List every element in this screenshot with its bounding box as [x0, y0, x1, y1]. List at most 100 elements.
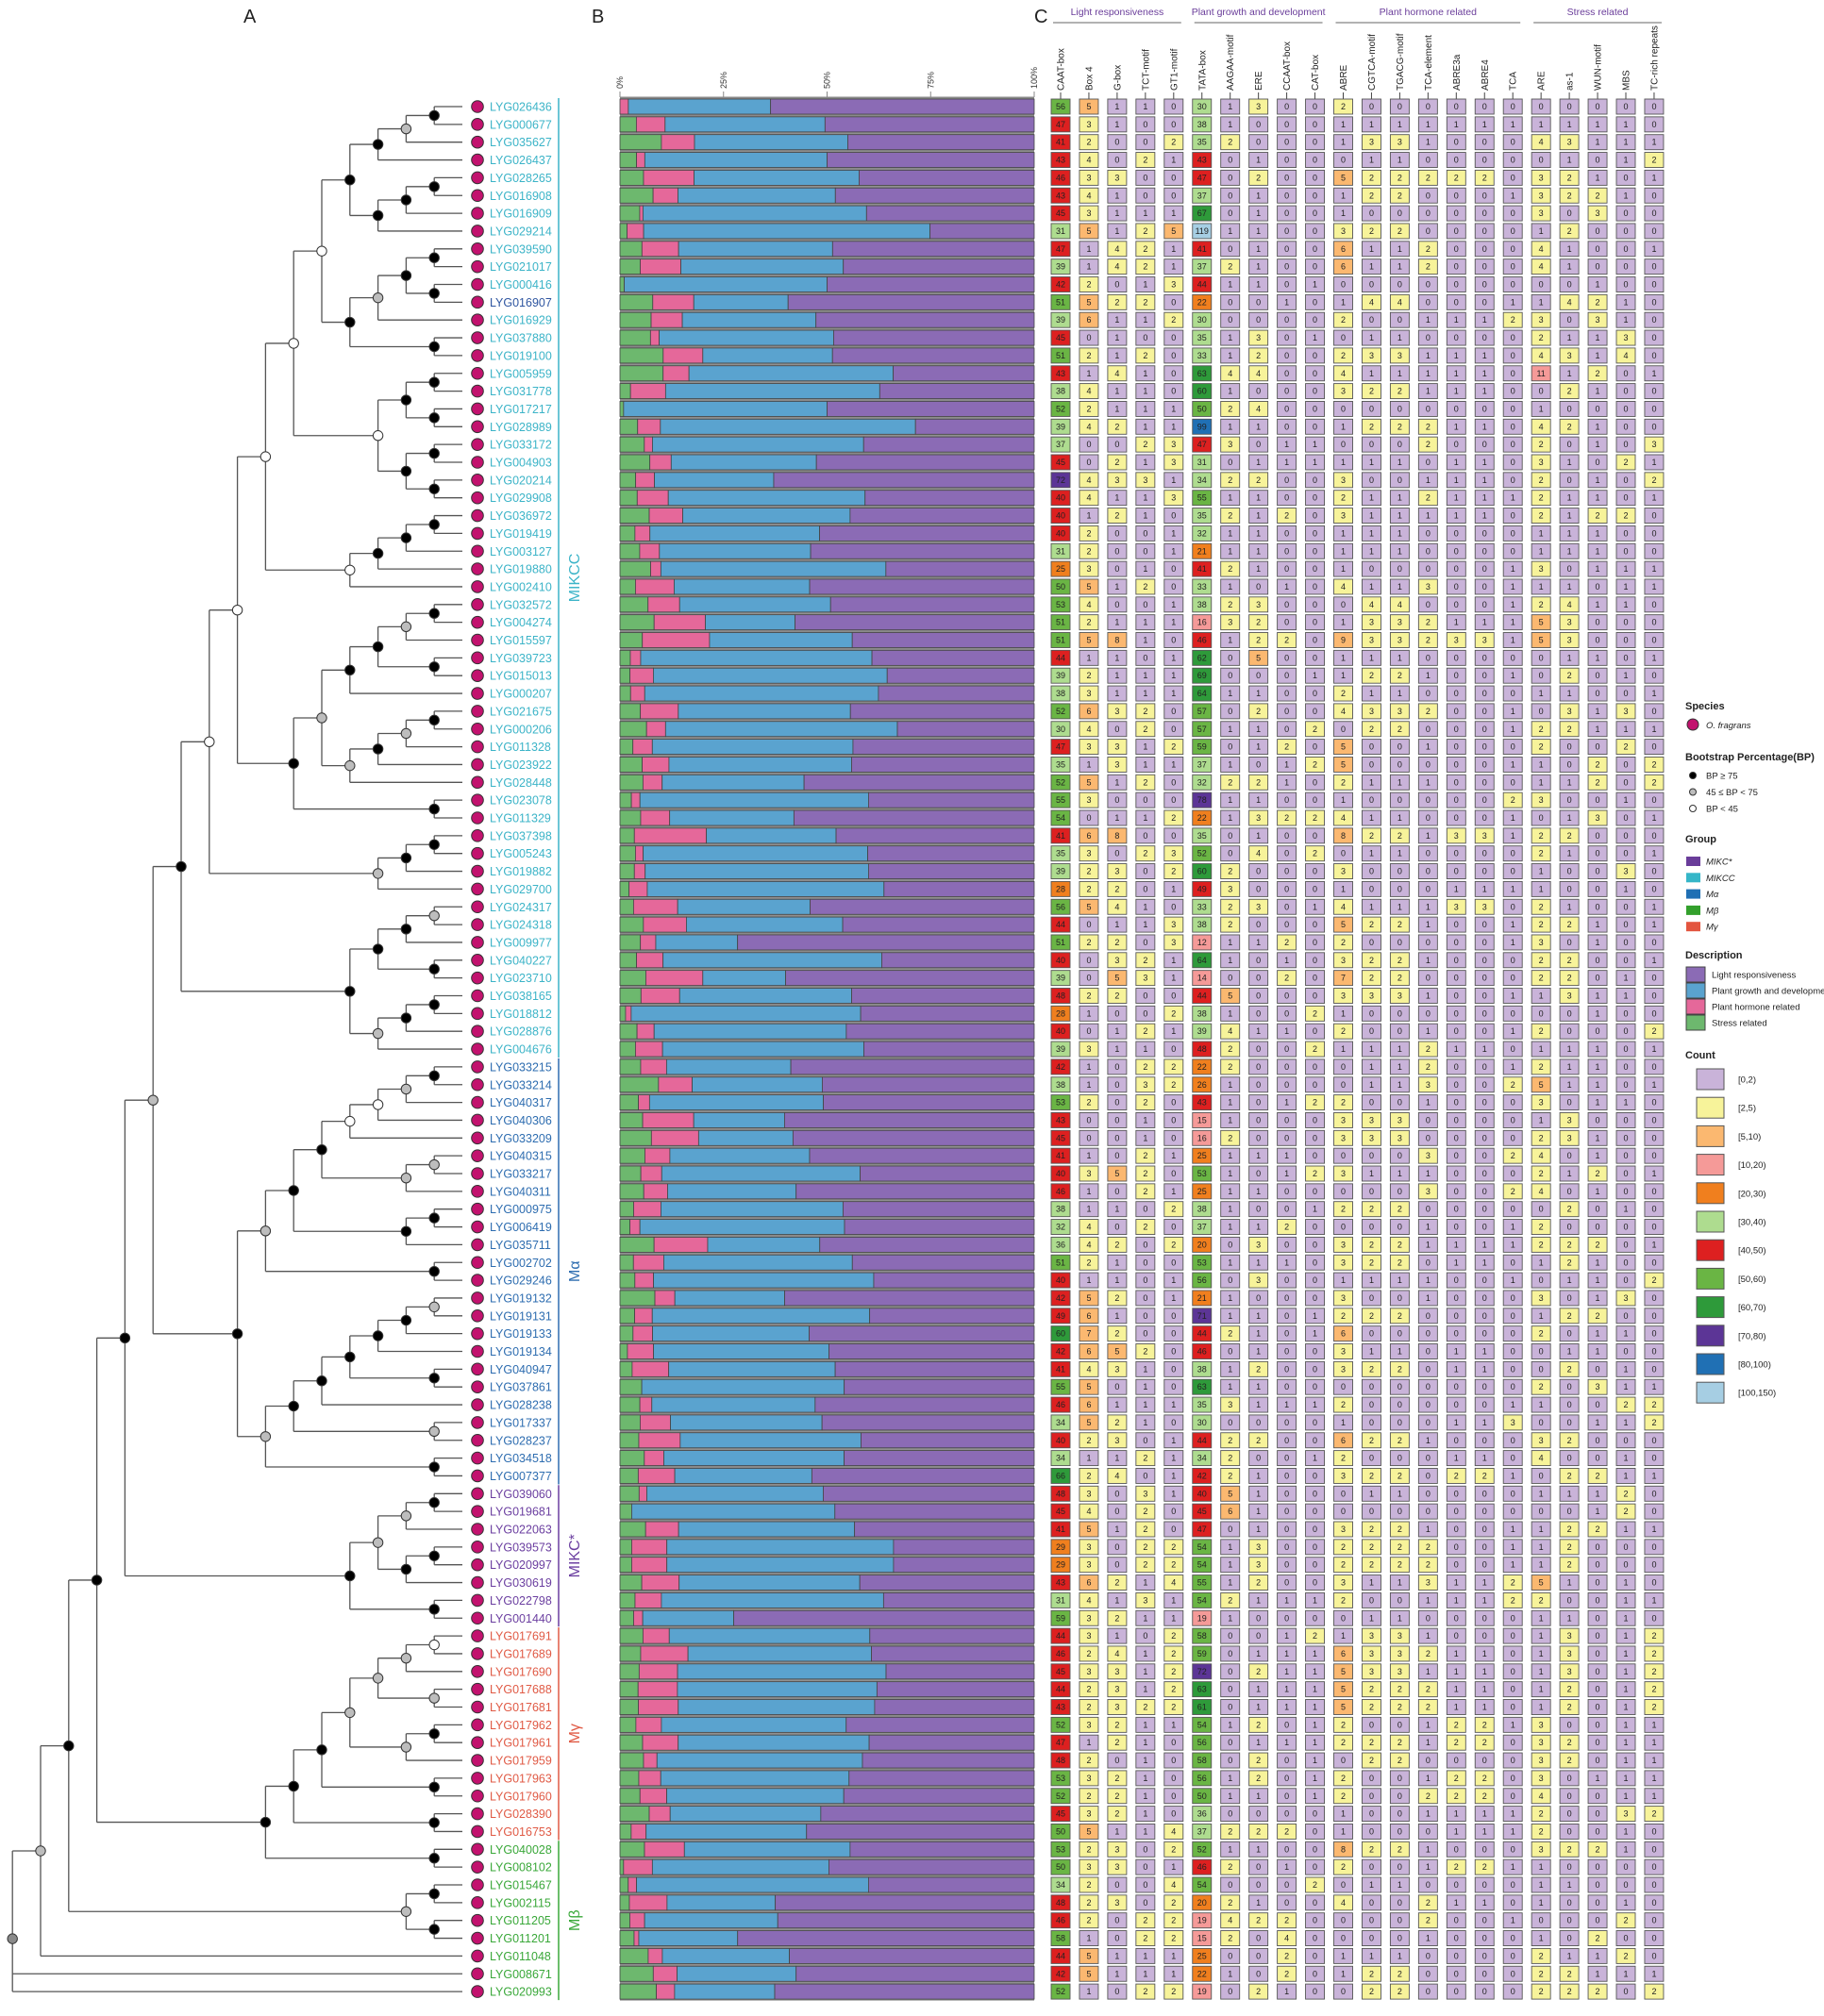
gene-label[interactable]: LYG040947: [490, 1363, 552, 1376]
gene-label[interactable]: LYG032572: [490, 598, 552, 611]
gene-label[interactable]: LYG029700: [490, 883, 552, 896]
gene-label[interactable]: LYG039060: [490, 1488, 552, 1501]
gene-label[interactable]: LYG017959: [490, 1755, 552, 1768]
gene-label[interactable]: LYG018812: [490, 1008, 552, 1021]
gene-label[interactable]: LYG020993: [490, 1986, 552, 1999]
gene-label[interactable]: LYG002115: [490, 1896, 551, 1909]
gene-label[interactable]: LYG028876: [490, 1025, 552, 1039]
gene-label[interactable]: LYG017337: [490, 1416, 552, 1429]
gene-label[interactable]: LYG011328: [490, 741, 551, 754]
gene-label[interactable]: LYG000207: [490, 688, 552, 701]
gene-label[interactable]: LYG023922: [490, 758, 552, 772]
gene-label[interactable]: LYG040315: [490, 1150, 552, 1163]
gene-label[interactable]: LYG037880: [490, 332, 552, 345]
gene-label[interactable]: LYG028238: [490, 1399, 552, 1412]
gene-label[interactable]: LYG004274: [490, 616, 552, 629]
gene-label[interactable]: LYG040227: [490, 954, 552, 967]
gene-label[interactable]: LYG037398: [490, 829, 552, 842]
gene-label[interactable]: LYG033214: [490, 1078, 552, 1091]
gene-label[interactable]: LYG003127: [490, 545, 552, 558]
gene-label[interactable]: LYG019100: [490, 349, 552, 362]
gene-label[interactable]: LYG039590: [490, 242, 552, 256]
gene-label[interactable]: LYG035711: [490, 1239, 551, 1252]
gene-label[interactable]: LYG011201: [490, 1932, 551, 1945]
gene-label[interactable]: LYG019134: [490, 1345, 552, 1358]
gene-label[interactable]: LYG011048: [490, 1950, 551, 1963]
gene-label[interactable]: LYG015013: [490, 670, 552, 683]
gene-label[interactable]: LYG008671: [490, 1968, 552, 1981]
gene-label[interactable]: LYG026437: [490, 154, 552, 167]
gene-label[interactable]: LYG033215: [490, 1060, 552, 1074]
gene-label[interactable]: LYG035627: [490, 136, 552, 149]
gene-label[interactable]: LYG020997: [490, 1558, 552, 1572]
gene-label[interactable]: LYG036972: [490, 509, 552, 523]
gene-label[interactable]: LYG028390: [490, 1808, 552, 1821]
gene-label[interactable]: LYG019880: [490, 563, 552, 576]
gene-label[interactable]: LYG029214: [490, 225, 552, 238]
gene-label[interactable]: LYG040306: [490, 1114, 552, 1127]
gene-label[interactable]: LYG021017: [490, 260, 552, 274]
gene-label[interactable]: LYG023710: [490, 972, 552, 985]
gene-label[interactable]: LYG008102: [490, 1861, 552, 1874]
gene-label[interactable]: LYG031778: [490, 385, 552, 398]
gene-label[interactable]: LYG002702: [490, 1257, 552, 1270]
gene-label[interactable]: LYG017688: [490, 1683, 552, 1696]
gene-label[interactable]: LYG009977: [490, 936, 552, 949]
gene-label[interactable]: LYG023078: [490, 794, 552, 808]
gene-label[interactable]: LYG024318: [490, 919, 552, 932]
gene-label[interactable]: LYG029908: [490, 492, 552, 505]
gene-label[interactable]: LYG017963: [490, 1772, 552, 1785]
gene-label[interactable]: LYG015467: [490, 1879, 552, 1892]
gene-label[interactable]: LYG006419: [490, 1221, 552, 1234]
gene-label[interactable]: LYG034518: [490, 1452, 552, 1465]
gene-label[interactable]: LYG000975: [490, 1203, 552, 1216]
gene-label[interactable]: LYG028265: [490, 172, 552, 185]
gene-label[interactable]: LYG017960: [490, 1790, 552, 1803]
gene-label[interactable]: LYG017961: [490, 1737, 552, 1750]
gene-label[interactable]: LYG017690: [490, 1665, 552, 1678]
gene-label[interactable]: LYG000416: [490, 278, 552, 292]
gene-label[interactable]: LYG040028: [490, 1843, 552, 1857]
gene-label[interactable]: LYG019132: [490, 1291, 552, 1305]
gene-label[interactable]: LYG002410: [490, 580, 552, 593]
gene-label[interactable]: LYG004676: [490, 1043, 552, 1057]
gene-label[interactable]: LYG000206: [490, 723, 552, 736]
gene-label[interactable]: LYG033172: [490, 439, 552, 452]
gene-label[interactable]: LYG017681: [490, 1701, 552, 1714]
gene-label[interactable]: LYG017689: [490, 1647, 552, 1660]
gene-label[interactable]: LYG011205: [490, 1914, 551, 1927]
gene-label[interactable]: LYG038165: [490, 990, 552, 1003]
gene-label[interactable]: LYG039573: [490, 1541, 552, 1554]
gene-label[interactable]: LYG016909: [490, 208, 552, 221]
gene-label[interactable]: LYG011329: [490, 812, 551, 825]
gene-label[interactable]: LYG022063: [490, 1524, 552, 1537]
gene-label[interactable]: LYG024317: [490, 901, 552, 914]
gene-label[interactable]: LYG022798: [490, 1594, 552, 1608]
gene-label[interactable]: LYG019131: [490, 1309, 552, 1323]
gene-label[interactable]: LYG004903: [490, 457, 552, 470]
gene-label[interactable]: LYG005959: [490, 367, 552, 380]
gene-label[interactable]: LYG019419: [490, 527, 552, 541]
gene-label[interactable]: LYG016907: [490, 296, 552, 309]
gene-label[interactable]: LYG033217: [490, 1168, 552, 1181]
gene-label[interactable]: LYG039723: [490, 652, 552, 665]
gene-label[interactable]: LYG007377: [490, 1470, 552, 1483]
gene-label[interactable]: LYG017217: [490, 403, 552, 416]
gene-label[interactable]: LYG019681: [490, 1506, 552, 1519]
gene-label[interactable]: LYG040311: [490, 1185, 551, 1198]
gene-label[interactable]: LYG028989: [490, 421, 552, 434]
gene-label[interactable]: LYG021675: [490, 705, 552, 718]
gene-label[interactable]: LYG026436: [490, 101, 552, 114]
gene-label[interactable]: LYG000677: [490, 118, 552, 131]
gene-label[interactable]: LYG028237: [490, 1434, 552, 1447]
gene-label[interactable]: LYG037861: [490, 1381, 552, 1394]
gene-label[interactable]: LYG017691: [490, 1630, 552, 1643]
gene-label[interactable]: LYG029246: [490, 1275, 552, 1288]
gene-label[interactable]: LYG001440: [490, 1612, 552, 1625]
gene-label[interactable]: LYG028448: [490, 776, 552, 790]
gene-label[interactable]: LYG019133: [490, 1327, 552, 1341]
gene-label[interactable]: LYG020214: [490, 474, 552, 487]
gene-label[interactable]: LYG019882: [490, 865, 552, 878]
gene-label[interactable]: LYG005243: [490, 847, 552, 860]
gene-label[interactable]: LYG040317: [490, 1096, 552, 1109]
